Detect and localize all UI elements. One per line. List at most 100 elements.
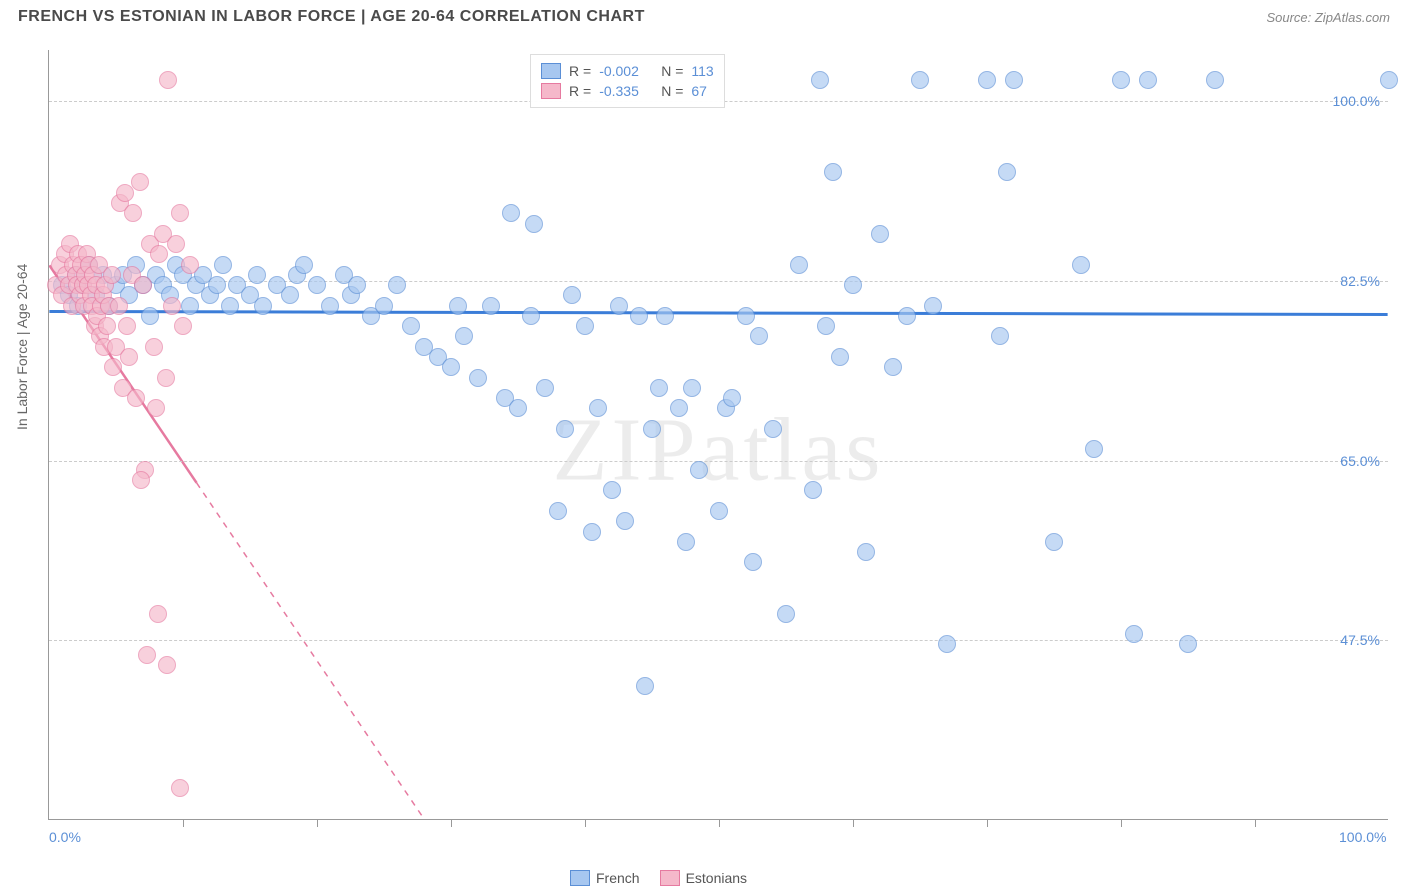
- data-point: [1072, 256, 1090, 274]
- x-tick-mark: [719, 819, 720, 827]
- data-point: [174, 317, 192, 335]
- data-point: [563, 286, 581, 304]
- data-point: [898, 307, 916, 325]
- legend-swatch: [570, 870, 590, 886]
- data-point: [181, 256, 199, 274]
- data-point: [221, 297, 239, 315]
- data-point: [549, 502, 567, 520]
- data-point: [281, 286, 299, 304]
- data-point: [737, 307, 755, 325]
- data-point: [150, 245, 168, 263]
- data-point: [831, 348, 849, 366]
- legend-swatch: [541, 63, 561, 79]
- data-point: [844, 276, 862, 294]
- data-point: [1139, 71, 1157, 89]
- data-point: [710, 502, 728, 520]
- x-tick-mark: [183, 819, 184, 827]
- data-point: [208, 276, 226, 294]
- legend-series: French Estonians: [570, 870, 747, 886]
- data-point: [764, 420, 782, 438]
- data-point: [455, 327, 473, 345]
- data-point: [157, 369, 175, 387]
- data-point: [744, 553, 762, 571]
- data-point: [1125, 625, 1143, 643]
- legend-stats: R = -0.002 N = 113 R = -0.335 N = 67: [530, 54, 725, 108]
- data-point: [656, 307, 674, 325]
- data-point: [127, 389, 145, 407]
- data-point: [103, 266, 121, 284]
- data-point: [1005, 71, 1023, 89]
- legend-r-value: -0.335: [599, 83, 653, 99]
- data-point: [616, 512, 634, 530]
- data-point: [576, 317, 594, 335]
- data-point: [502, 204, 520, 222]
- data-point: [1179, 635, 1197, 653]
- data-point: [790, 256, 808, 274]
- data-point: [871, 225, 889, 243]
- data-point: [670, 399, 688, 417]
- data-point: [98, 317, 116, 335]
- data-point: [254, 297, 272, 315]
- y-tick-label: 47.5%: [1340, 632, 1380, 648]
- legend-stats-row: R = -0.002 N = 113: [541, 61, 714, 81]
- data-point: [817, 317, 835, 335]
- data-point: [643, 420, 661, 438]
- x-tick-mark: [1121, 819, 1122, 827]
- legend-r-value: -0.002: [599, 63, 653, 79]
- data-point: [482, 297, 500, 315]
- data-point: [804, 481, 822, 499]
- data-point: [147, 399, 165, 417]
- data-point: [723, 389, 741, 407]
- data-point: [145, 338, 163, 356]
- x-tick-mark: [317, 819, 318, 827]
- x-tick-mark: [853, 819, 854, 827]
- legend-n-value: 113: [691, 63, 713, 79]
- data-point: [449, 297, 467, 315]
- title-bar: FRENCH VS ESTONIAN IN LABOR FORCE | AGE …: [0, 0, 1406, 30]
- data-point: [124, 204, 142, 222]
- gridline: [49, 461, 1388, 462]
- data-point: [469, 369, 487, 387]
- x-tick-label: 100.0%: [1339, 829, 1386, 845]
- data-point: [998, 163, 1016, 181]
- data-point: [104, 358, 122, 376]
- data-point: [171, 204, 189, 222]
- data-point: [509, 399, 527, 417]
- data-point: [690, 461, 708, 479]
- y-tick-label: 82.5%: [1340, 273, 1380, 289]
- data-point: [138, 646, 156, 664]
- legend-series-label: French: [596, 870, 640, 886]
- data-point: [442, 358, 460, 376]
- data-point: [811, 71, 829, 89]
- data-point: [159, 71, 177, 89]
- data-point: [522, 307, 540, 325]
- legend-series-item: French: [570, 870, 640, 886]
- data-point: [149, 605, 167, 623]
- data-point: [388, 276, 406, 294]
- chart-title: FRENCH VS ESTONIAN IN LABOR FORCE | AGE …: [18, 8, 645, 26]
- legend-stats-row: R = -0.335 N = 67: [541, 81, 714, 101]
- legend-r-label: R =: [569, 63, 591, 79]
- data-point: [1380, 71, 1398, 89]
- data-point: [750, 327, 768, 345]
- data-point: [630, 307, 648, 325]
- data-point: [110, 297, 128, 315]
- data-point: [556, 420, 574, 438]
- data-point: [636, 677, 654, 695]
- data-point: [308, 276, 326, 294]
- data-point: [321, 297, 339, 315]
- data-point: [167, 235, 185, 253]
- data-point: [1045, 533, 1063, 551]
- data-point: [120, 348, 138, 366]
- data-point: [214, 256, 232, 274]
- data-point: [158, 656, 176, 674]
- plot-area: ZIPatlas 47.5%65.0%82.5%100.0%0.0%100.0%: [48, 50, 1388, 820]
- data-point: [525, 215, 543, 233]
- y-tick-label: 65.0%: [1340, 453, 1380, 469]
- data-point: [348, 276, 366, 294]
- legend-series-label: Estonians: [686, 870, 747, 886]
- legend-swatch: [541, 83, 561, 99]
- trend-layer: [49, 50, 1388, 819]
- data-point: [603, 481, 621, 499]
- data-point: [1206, 71, 1224, 89]
